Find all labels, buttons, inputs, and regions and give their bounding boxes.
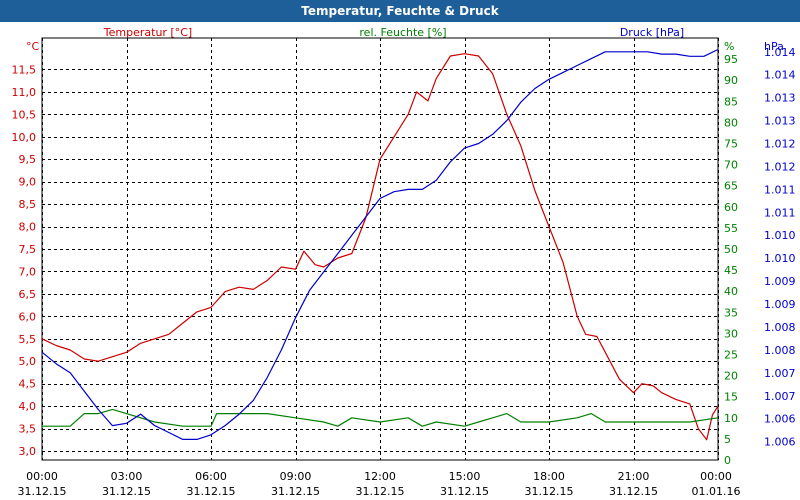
date-tick-label: 31.12.15 <box>187 485 236 498</box>
pressure-tick-label: 1.006 <box>764 436 796 449</box>
temperature-tick-label: 3,0 <box>19 445 37 458</box>
humidity-tick-label: 20 <box>724 370 738 383</box>
humidity-tick-label: 30 <box>724 327 738 340</box>
date-tick-label: 31.12.15 <box>271 485 320 498</box>
time-tick-label: 12:00 <box>364 470 396 483</box>
pressure-tick-label: 1.013 <box>764 115 796 128</box>
pressure-tick-label: 1.007 <box>764 390 796 403</box>
temperature-tick-label: 4,5 <box>19 378 37 391</box>
humidity-tick-label: 45 <box>724 264 738 277</box>
chart-title: Temperatur, Feuchte & Druck <box>0 0 800 22</box>
date-tick-label: 31.12.15 <box>356 485 405 498</box>
temperature-line <box>41 53 719 441</box>
temperature-tick-label: 8,0 <box>19 221 37 234</box>
humidity-axis: 0 5 10 15 20 25 30 35 40 45 50 55 60 65 70 75 80 85 90 95 <box>724 53 738 467</box>
date-tick-label: 31.12.15 <box>440 485 489 498</box>
pressure-tick-label: 1.014 <box>764 69 796 82</box>
date-tick-label: 31.12.15 <box>18 485 67 498</box>
temperature-tick-label: 11,5 <box>12 63 37 76</box>
humidity-tick-label: 25 <box>724 349 738 362</box>
temperature-tick-label: 11,0 <box>12 86 37 99</box>
humidity-tick-label: 65 <box>724 180 738 193</box>
date-tick-label: 31.12.15 <box>609 485 658 498</box>
humidity-tick-label: 95 <box>724 53 738 66</box>
temperature-tick-label: 4,0 <box>19 400 37 413</box>
pressure-axis: 1.006 1.006 1.007 1.007 1.008 1.008 1.009 1.009… <box>764 46 796 449</box>
humidity-tick-label: 55 <box>724 222 738 235</box>
temperature-tick-label: 10,5 <box>12 108 37 121</box>
date-tick-label: 31.12.15 <box>102 485 151 498</box>
pressure-tick-label: 1.014 <box>764 46 796 59</box>
temperature-tick-label: 7,0 <box>19 265 37 278</box>
humidity-tick-label: 50 <box>724 243 738 256</box>
temperature-tick-label: 9,0 <box>19 176 37 189</box>
humidity-tick-label: 10 <box>724 412 738 425</box>
humidity-tick-label: 70 <box>724 159 738 172</box>
pressure-tick-label: 1.011 <box>764 183 796 196</box>
pressure-tick-label: 1.008 <box>764 344 796 357</box>
time-tick-label: 03:00 <box>111 470 143 483</box>
pressure-tick-label: 1.006 <box>764 413 796 426</box>
humidity-unit: % <box>724 40 734 53</box>
humidity-axis-label: rel. Feuchte [%] <box>359 26 446 39</box>
pressure-tick-label: 1.009 <box>764 275 796 288</box>
time-tick-label: 00:00 <box>700 470 732 483</box>
temperature-tick-label: 10,0 <box>12 131 37 144</box>
temperature-axis-label: Temperatur [°C] <box>103 26 192 39</box>
humidity-tick-label: 15 <box>724 391 738 404</box>
pressure-tick-label: 1.008 <box>764 321 796 334</box>
humidity-tick-label: 80 <box>724 116 738 129</box>
pressure-axis-label: Druck [hPa] <box>620 26 684 39</box>
pressure-tick-label: 1.010 <box>764 252 796 265</box>
temperature-tick-label: 5,5 <box>19 333 37 346</box>
pressure-tick-label: 1.011 <box>764 206 796 219</box>
time-tick-label: 21:00 <box>618 470 650 483</box>
time-tick-label: 09:00 <box>280 470 312 483</box>
humidity-tick-label: 85 <box>724 95 738 108</box>
pressure-tick-label: 1.012 <box>764 138 796 151</box>
humidity-tick-label: 40 <box>724 285 738 298</box>
temperature-tick-label: 3,5 <box>19 423 37 436</box>
pressure-line <box>41 48 719 440</box>
temperature-tick-label: 6,5 <box>19 288 37 301</box>
humidity-tick-label: 0 <box>724 454 731 467</box>
time-tick-label: 18:00 <box>533 470 565 483</box>
pressure-tick-label: 1.009 <box>764 298 796 311</box>
humidity-tick-label: 60 <box>724 201 738 214</box>
pressure-tick-label: 1.013 <box>764 92 796 105</box>
time-axis: 00:00 31.12.15 03:00 31.12.15 06:00 31.12.15 0… <box>18 470 741 498</box>
humidity-line <box>42 408 719 427</box>
time-tick-label: 00:00 <box>26 470 58 483</box>
date-tick-label: 01.01.16 <box>692 485 741 498</box>
pressure-tick-label: 1.012 <box>764 160 796 173</box>
temperature-tick-label: 7,5 <box>19 243 37 256</box>
humidity-tick-label: 5 <box>724 433 731 446</box>
series <box>41 48 719 441</box>
grid <box>41 37 719 461</box>
time-tick-label: 06:00 <box>195 470 227 483</box>
date-tick-label: 31.12.15 <box>525 485 574 498</box>
humidity-tick-label: 90 <box>724 74 738 87</box>
temperature-tick-label: 9,5 <box>19 153 37 166</box>
time-tick-label: 15:00 <box>449 470 481 483</box>
temperature-unit: °C <box>26 40 40 53</box>
humidity-tick-label: 35 <box>724 306 738 319</box>
pressure-unit: hPa <box>764 40 784 53</box>
temperature-tick-label: 6,0 <box>19 310 37 323</box>
temperature-tick-label: 8,5 <box>19 198 37 211</box>
temperature-axis: 3,0 3,5 4,0 4,5 5,0 5,5 6,0 6,5 7,0 7,5 8,0 8,5 9,0 9… <box>12 63 37 458</box>
humidity-tick-label: 75 <box>724 138 738 151</box>
temperature-tick-label: 5,0 <box>19 355 37 368</box>
pressure-tick-label: 1.007 <box>764 367 796 380</box>
pressure-tick-label: 1.010 <box>764 229 796 242</box>
